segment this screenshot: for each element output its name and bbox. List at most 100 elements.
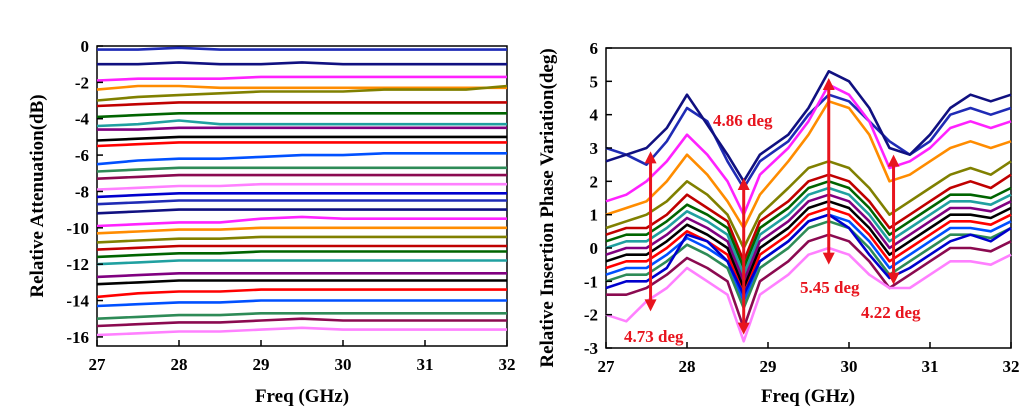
phase-series-line (605, 246, 1012, 343)
attenuation-series-line (96, 84, 507, 91)
attenuation-series-line (96, 152, 507, 166)
phase-annotation-arrows (644, 78, 900, 335)
attenuation-series-line (96, 317, 507, 328)
phase-y-tick-label: 5 (590, 72, 599, 91)
attenuation-x-ticks: 27 28 29 30 31 32 (89, 340, 516, 374)
phase-arrow-head-down (644, 299, 657, 312)
attenuation-series-line (96, 199, 507, 206)
phase-x-tick-label: 31 (922, 357, 939, 376)
attenuation-series-line (96, 326, 507, 337)
attenuation-x-tick-label: 32 (499, 355, 516, 374)
phase-series-line (605, 180, 1012, 270)
phase-arrow-head-down (737, 322, 750, 335)
phase-y-ticks: 6 5 4 3 2 1 0 -1 -2 -3 (584, 39, 612, 358)
attenuation-series-line (96, 135, 507, 142)
phase-series-line (605, 173, 1012, 263)
attenuation-y-tick-label: -14 (66, 292, 89, 311)
attenuation-series-line (96, 101, 507, 108)
phase-y-tick-label: 0 (590, 239, 599, 258)
attenuation-y-tick-label: -10 (66, 219, 89, 238)
attenuation-x-tick-label: 31 (417, 355, 434, 374)
attenuation-series-line (96, 250, 507, 259)
attenuation-x-tick-label: 27 (89, 355, 107, 374)
phase-arrow-head-up (887, 154, 900, 167)
phase-series-line (605, 186, 1012, 276)
phase-arrow-head-up (737, 178, 750, 190)
phase-series-line (605, 83, 1012, 216)
phase-y-tick-label: 6 (590, 39, 599, 58)
phase-x-tick-label: 29 (760, 357, 777, 376)
attenuation-series-line (96, 112, 507, 119)
annotation-4-73-deg: 4.73 deg (624, 327, 684, 346)
attenuation-y-axis-title: Relative Attenuation(dB) (27, 94, 48, 297)
attenuation-series-line (96, 299, 507, 308)
attenuation-series-line (97, 61, 507, 66)
phase-series-line (605, 100, 1012, 230)
attenuation-y-tick-label: 0 (81, 37, 90, 56)
phase-arrow-head-down (887, 272, 900, 285)
phase-series-line (605, 206, 1012, 296)
attenuation-series-line (96, 141, 507, 148)
phase-x-ticks: 27 28 29 30 31 32 (598, 342, 1020, 376)
phase-y-tick-label: -1 (584, 272, 598, 291)
phase-y-tick-label: 3 (590, 139, 599, 158)
phase-series-line (606, 233, 1012, 330)
attenuation-series-line (96, 259, 507, 266)
phase-y-tick-label: -3 (584, 339, 598, 358)
phase-x-axis-title: Freq (GHz) (761, 386, 855, 407)
annotation-4-86-deg: 4.86 deg (713, 111, 773, 130)
attenuation-series-line (96, 279, 507, 286)
phase-series-line (605, 200, 1012, 290)
attenuation-y-tick-label: -2 (75, 73, 89, 92)
attenuation-series-line (96, 84, 508, 102)
phase-x-tick-label: 27 (598, 357, 616, 376)
phase-series-line (605, 70, 1012, 183)
phase-arrow-head-down (822, 252, 835, 265)
phase-series-line (605, 213, 1012, 296)
attenuation-x-tick-label: 29 (253, 355, 270, 374)
phase-x-tick-label: 32 (1003, 357, 1020, 376)
phase-series-line (605, 193, 1012, 283)
attenuation-series-line (96, 312, 507, 320)
attenuation-series-line (96, 235, 507, 244)
attenuation-series-line (96, 244, 507, 251)
phase-series-line (605, 160, 1012, 250)
attenuation-series-line (96, 215, 507, 228)
attenuation-y-tick-label: -6 (75, 146, 89, 165)
phase-plot-frame (605, 47, 1012, 349)
phase-y-tick-label: 1 (590, 206, 599, 225)
attenuation-series-line (96, 75, 507, 82)
attenuation-series-line (96, 208, 507, 215)
phase-y-tick-label: -2 (584, 306, 598, 325)
attenuation-series-line (96, 288, 507, 299)
attenuation-series-line (97, 46, 507, 51)
attenuation-series-line (96, 166, 507, 173)
phase-arrow-head-up (822, 78, 835, 90)
phase-y-tick-label: 2 (590, 172, 599, 191)
annotation-4-22-deg: 4.22 deg (861, 303, 921, 322)
attenuation-y-ticks: 0 -2 -4 -6 -8 -10 -12 -14 -16 (66, 37, 103, 347)
attenuation-y-tick-label: -12 (66, 255, 89, 274)
annotation-5-45-deg: 5.45 deg (800, 278, 860, 297)
phase-x-tick-label: 28 (679, 357, 696, 376)
attenuation-y-tick-label: -8 (75, 182, 89, 201)
attenuation-series-line (96, 119, 507, 128)
phase-arrow-head-up (644, 151, 657, 164)
attenuation-y-tick-label: -16 (66, 328, 89, 347)
attenuation-series-line (96, 226, 507, 235)
phase-series-group (605, 70, 1012, 343)
phase-x-tick-label: 30 (841, 357, 858, 376)
attenuation-series-line (96, 182, 507, 191)
phase-y-axis-title: Relative Insertion Phase Variation(deg) (537, 48, 558, 367)
attenuation-series-line (97, 126, 507, 131)
attenuation-x-tick-label: 28 (171, 355, 188, 374)
attenuation-series-group (96, 46, 508, 337)
attenuation-series-line (96, 173, 507, 180)
attenuation-series-line (96, 192, 507, 199)
phase-y-tick-label: 4 (590, 106, 599, 125)
attenuation-chart: 27 28 29 30 31 32 0 -2 -4 -6 -8 -10 -12 -14 -16 Freq … (27, 37, 516, 407)
phase-series-line (605, 93, 1012, 190)
attenuation-x-axis-title: Freq (GHz) (255, 386, 349, 407)
